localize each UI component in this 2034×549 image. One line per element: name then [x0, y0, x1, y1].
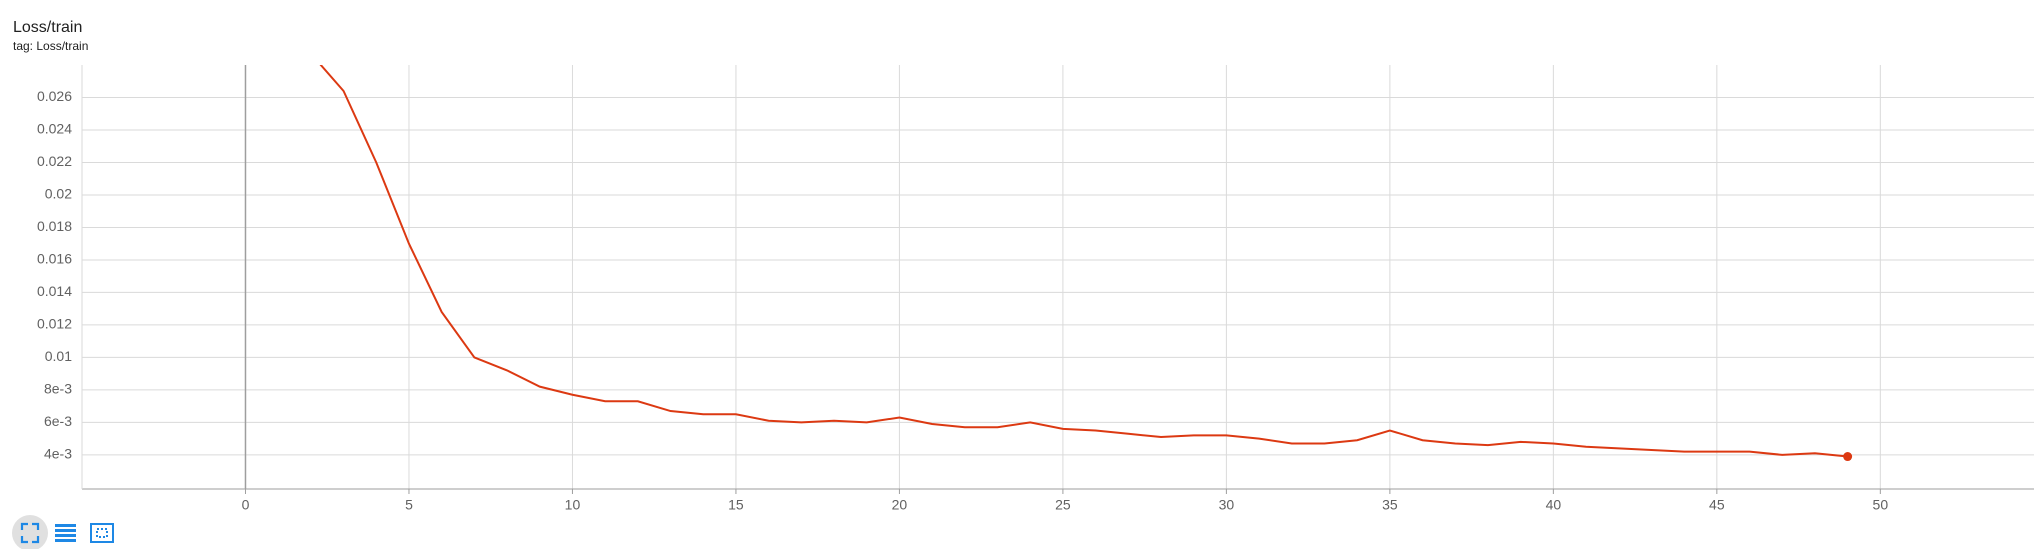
x-tick-label: 45: [1709, 497, 1725, 513]
x-tick-label: 30: [1219, 497, 1235, 513]
loss-line: [319, 65, 1848, 458]
y-tick-label: 0.016: [37, 251, 72, 267]
x-tick-label: 25: [1055, 497, 1071, 513]
y-tick-label: 0.026: [37, 88, 72, 104]
fit-button[interactable]: [20, 522, 40, 544]
plot-area: [319, 65, 1853, 462]
y-tick-label: 0.018: [37, 218, 72, 234]
y-tick-label: 4e-3: [44, 446, 72, 462]
x-tick-label: 50: [1873, 497, 1889, 513]
toolbar: [12, 515, 114, 549]
y-tick-label: 6e-3: [44, 413, 72, 429]
x-tick-label: 20: [892, 497, 908, 513]
y-tick-label: 0.014: [37, 283, 72, 299]
x-tick-label: 5: [405, 497, 413, 513]
y-tick-label: 0.022: [37, 153, 72, 169]
chart-subtitle: tag: Loss/train: [13, 39, 88, 53]
x-tick-label: 35: [1382, 497, 1398, 513]
zoom-button[interactable]: [90, 523, 114, 543]
y-tick-label: 0.024: [37, 121, 72, 137]
x-tick-label: 10: [565, 497, 581, 513]
x-tick-label: 0: [242, 497, 250, 513]
fit-button-bg: [12, 515, 48, 549]
y-tick-label: 8e-3: [44, 381, 72, 397]
chart-title: Loss/train: [13, 19, 82, 36]
x-tick-label: 40: [1546, 497, 1562, 513]
x-tick-label: 15: [728, 497, 744, 513]
y-tick-label: 0.01: [45, 348, 72, 364]
toggle-log-button[interactable]: [55, 524, 76, 542]
y-tick-label: 0.02: [45, 186, 72, 202]
y-tick-label: 0.012: [37, 316, 72, 332]
last-point: [1843, 452, 1853, 462]
